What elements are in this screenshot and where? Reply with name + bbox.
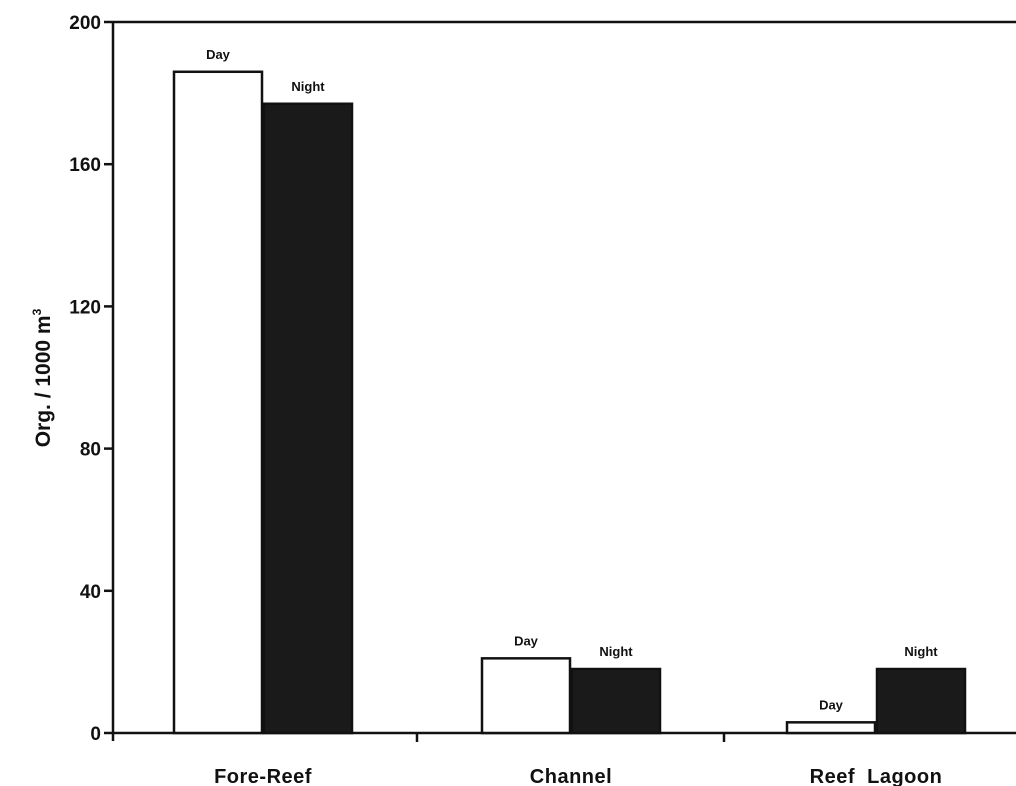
y-axis-title: Org. / 1000 m3 (30, 308, 55, 447)
y-tick-label: 0 (90, 724, 101, 745)
bar-labels: Day Night Day Night Day Night (206, 47, 938, 713)
x-category-label: Fore-Reef (214, 766, 312, 786)
y-tick-label: 160 (69, 155, 101, 176)
bar-label-night: Night (599, 644, 633, 659)
x-axis: Fore-Reef Channel Reef Lagoon (113, 731, 1016, 786)
bar-day (785, 721, 877, 735)
bar-label-night: Night (904, 644, 938, 659)
bar-day (480, 657, 572, 735)
y-axis: 0 40 80 120 160 200 (69, 13, 1016, 745)
bar-label-night: Night (291, 79, 325, 94)
bars (172, 70, 967, 735)
bar-label-day: Day (206, 47, 231, 62)
bar-label-day: Day (514, 633, 539, 648)
bar-label-day: Day (819, 697, 844, 712)
y-tick-label: 80 (80, 440, 101, 461)
bar-night (875, 667, 967, 735)
x-category-label: Channel (530, 766, 612, 786)
x-category-label: Reef Lagoon (810, 766, 943, 786)
bar-night (570, 667, 662, 735)
bar-night (262, 102, 354, 735)
bar-day (172, 70, 264, 735)
y-tick-label: 120 (69, 297, 101, 318)
y-tick-label: 40 (80, 582, 101, 603)
y-tick-label: 200 (69, 13, 101, 34)
y-axis-title-text: Org. / 1000 m (32, 315, 55, 447)
y-axis-title-superscript: 3 (30, 308, 44, 315)
